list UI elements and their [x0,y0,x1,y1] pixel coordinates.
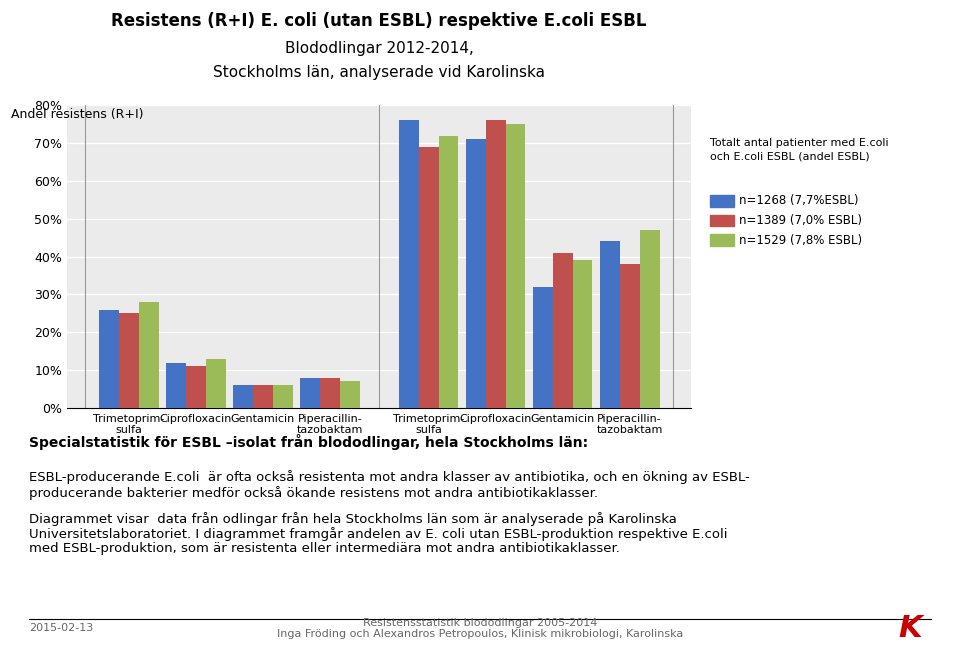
Text: K: K [898,614,922,643]
Bar [320,378,340,408]
Text: n=1268 (7,7%ESBL): n=1268 (7,7%ESBL) [739,194,858,207]
Bar [119,313,139,408]
Bar [166,363,186,408]
Bar [466,139,486,408]
Bar [486,120,506,408]
Bar [186,367,205,408]
Bar [619,264,639,408]
Text: Totalt antal patienter med E.coli: Totalt antal patienter med E.coli [710,138,889,148]
Text: producerande bakterier medför också ökande resistens mot andra antibiotikaklasse: producerande bakterier medför också ökan… [29,486,598,499]
Bar [572,261,592,408]
Bar [300,378,320,408]
Bar [600,241,619,408]
Bar [233,386,252,408]
Text: Resistens (R+I) E. coli (utan ESBL) respektive E.coli ESBL: Resistens (R+I) E. coli (utan ESBL) resp… [111,12,647,30]
Bar [340,382,360,408]
Text: Resistensstatistik blododlingar 2005-2014: Resistensstatistik blododlingar 2005-201… [363,618,597,628]
Bar [506,124,525,408]
Text: n=1389 (7,0% ESBL): n=1389 (7,0% ESBL) [739,214,862,227]
Text: med ESBL-produktion, som är resistenta eller intermediära mot andra antibiotikak: med ESBL-produktion, som är resistenta e… [29,542,619,555]
Text: Inga Fröding och Alexandros Petropoulos, Klinisk mikrobiologi, Karolinska: Inga Fröding och Alexandros Petropoulos,… [276,628,684,639]
Bar [398,120,419,408]
Bar [439,136,459,408]
Text: Specialstatistik för ESBL –isolat från blododlingar, hela Stockholms län:: Specialstatistik för ESBL –isolat från b… [29,434,588,450]
Bar [533,287,553,408]
Bar [553,253,572,408]
Bar [139,302,158,408]
Bar [205,359,226,408]
Bar [99,310,119,408]
Bar [252,386,273,408]
Bar [273,386,293,408]
Text: Blododlingar 2012-2014,: Blododlingar 2012-2014, [285,41,473,56]
Bar [639,230,660,408]
Text: ESBL-producerande E.coli  är ofta också resistenta mot andra klasser av antibiot: ESBL-producerande E.coli är ofta också r… [29,470,750,484]
Text: 2015-02-13: 2015-02-13 [29,623,93,634]
Text: och E.coli ESBL (andel ESBL): och E.coli ESBL (andel ESBL) [710,151,870,161]
Text: Andel resistens (R+I): Andel resistens (R+I) [12,109,144,121]
Text: n=1529 (7,8% ESBL): n=1529 (7,8% ESBL) [739,234,862,247]
Bar [419,147,439,408]
Text: Diagrammet visar  data från odlingar från hela Stockholms län som är analyserade: Diagrammet visar data från odlingar från… [29,512,677,526]
Text: Stockholms län, analyserade vid Karolinska: Stockholms län, analyserade vid Karolins… [213,65,545,80]
Text: Universitetslaboratoriet. I diagrammet framgår andelen av E. coli utan ESBL-prod: Universitetslaboratoriet. I diagrammet f… [29,527,728,541]
